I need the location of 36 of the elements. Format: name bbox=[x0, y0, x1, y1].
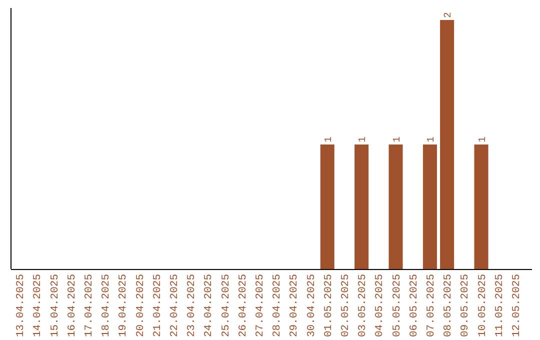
data-label: 1 bbox=[324, 136, 335, 142]
x-tick-label: 06.05.2025 bbox=[408, 274, 420, 338]
x-tick-label: 29.04.2025 bbox=[288, 274, 301, 338]
x-tick-label: 22.04.2025 bbox=[168, 274, 181, 338]
x-tick-label: 13.04.2025 bbox=[15, 274, 28, 338]
x-tick-label: 03.05.2025 bbox=[357, 274, 370, 338]
x-tick-label: 19.04.2025 bbox=[118, 274, 130, 338]
x-tick-label: 04.05.2025 bbox=[374, 274, 386, 338]
data-label: 1 bbox=[358, 136, 370, 142]
x-tick-label: 11.05.2025 bbox=[494, 274, 506, 338]
x-tick-label: 28.04.2025 bbox=[272, 274, 284, 338]
x-tick-label: 25.04.2025 bbox=[220, 274, 232, 338]
x-tick-label: 15.04.2025 bbox=[49, 274, 62, 338]
x-tick-label: 01.05.2025 bbox=[322, 274, 335, 338]
x-tick-label: 23.04.2025 bbox=[186, 274, 198, 338]
x-tick-label: 21.04.2025 bbox=[152, 274, 164, 338]
x-tick-label: 20.04.2025 bbox=[134, 274, 147, 338]
x-tick-label: 02.05.2025 bbox=[340, 274, 352, 338]
x-tick-label: 14.04.2025 bbox=[32, 274, 44, 338]
data-label: 2 bbox=[444, 12, 455, 18]
x-tick-label: 10.05.2025 bbox=[476, 274, 489, 338]
x-tick-label: 18.04.2025 bbox=[100, 274, 113, 338]
x-tick-label: 05.05.2025 bbox=[391, 274, 404, 338]
x-tick-label: 26.04.2025 bbox=[237, 274, 250, 338]
x-tick-label: 24.04.2025 bbox=[203, 274, 216, 338]
x-tick-label: 30.04.2025 bbox=[306, 274, 318, 338]
data-label: 1 bbox=[426, 136, 438, 142]
data-label: 1 bbox=[392, 136, 404, 142]
x-tick-label: 17.04.2025 bbox=[83, 274, 96, 338]
data-label: 1 bbox=[478, 136, 489, 142]
x-tick-label: 27.04.2025 bbox=[254, 274, 266, 338]
x-tick-label: 09.05.2025 bbox=[460, 274, 472, 338]
x-tick-label: 12.05.2025 bbox=[510, 274, 523, 338]
x-tick-label: 08.05.2025 bbox=[442, 274, 455, 338]
x-tick-label: 07.05.2025 bbox=[425, 274, 438, 338]
x-tick-label: 16.04.2025 bbox=[66, 274, 78, 338]
